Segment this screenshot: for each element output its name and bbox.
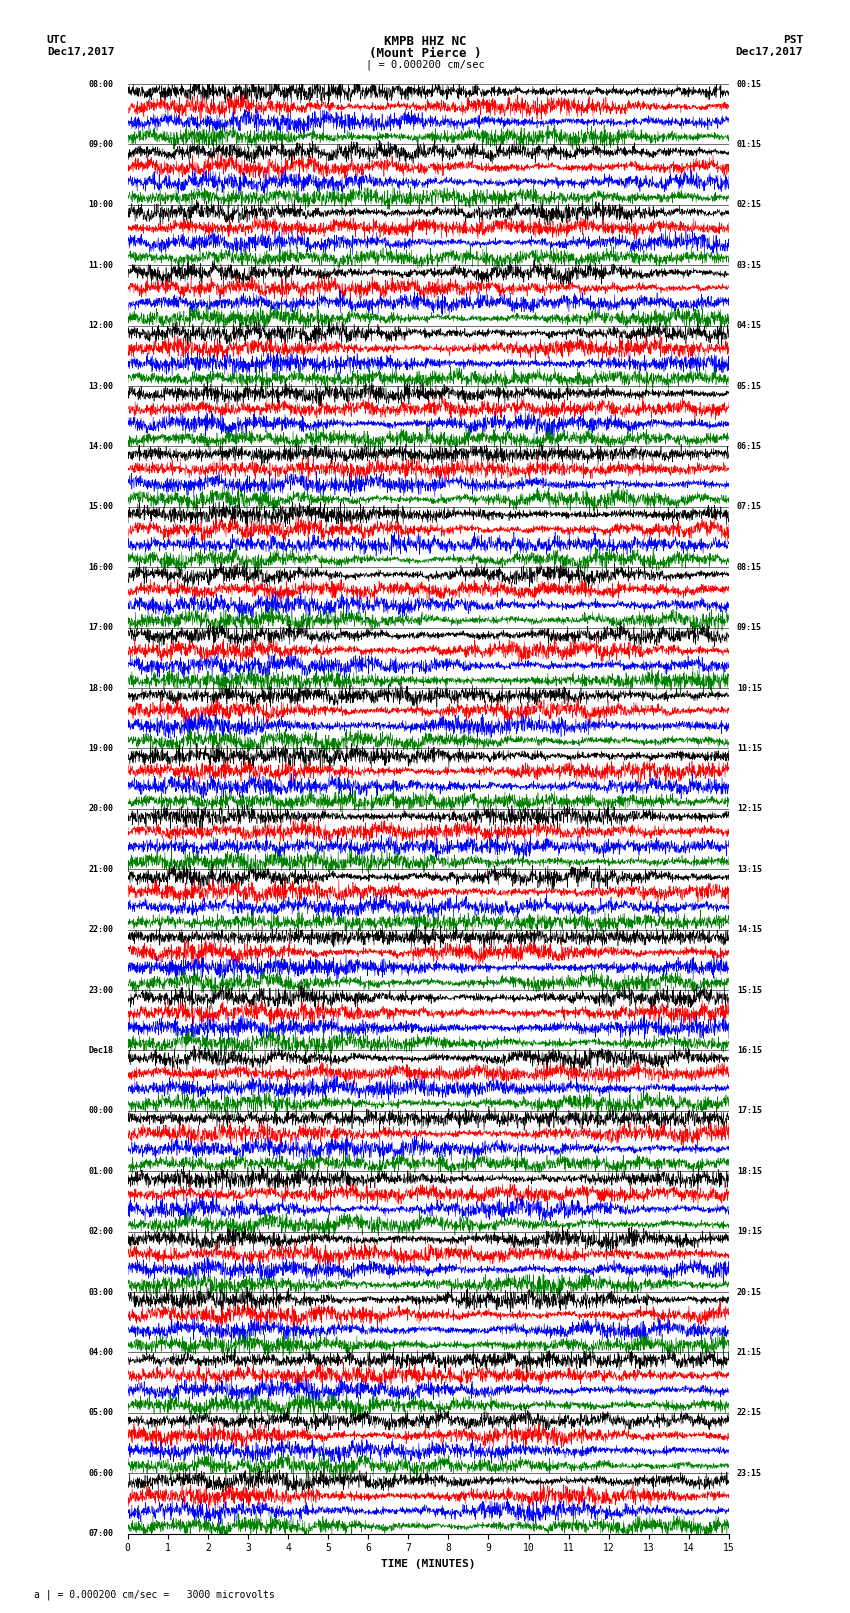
Text: 08:00: 08:00 — [88, 79, 114, 89]
Text: PST: PST — [783, 35, 803, 45]
Text: 20:00: 20:00 — [88, 805, 114, 813]
Text: 06:00: 06:00 — [88, 1469, 114, 1478]
Text: UTC: UTC — [47, 35, 67, 45]
Text: 11:15: 11:15 — [737, 744, 762, 753]
Text: (Mount Pierce ): (Mount Pierce ) — [369, 47, 481, 60]
Text: 03:15: 03:15 — [737, 261, 762, 269]
Text: 10:15: 10:15 — [737, 684, 762, 692]
Text: 21:00: 21:00 — [88, 865, 114, 874]
Text: 12:00: 12:00 — [88, 321, 114, 331]
Text: 18:00: 18:00 — [88, 684, 114, 692]
Text: 22:15: 22:15 — [737, 1408, 762, 1418]
Text: KMPB HHZ NC: KMPB HHZ NC — [383, 35, 467, 48]
Text: | = 0.000200 cm/sec: | = 0.000200 cm/sec — [366, 60, 484, 71]
Text: 23:15: 23:15 — [737, 1469, 762, 1478]
Text: 12:15: 12:15 — [737, 805, 762, 813]
Text: 16:15: 16:15 — [737, 1045, 762, 1055]
Text: 13:00: 13:00 — [88, 382, 114, 390]
Text: 15:00: 15:00 — [88, 502, 114, 511]
Text: 09:15: 09:15 — [737, 623, 762, 632]
Text: 20:15: 20:15 — [737, 1287, 762, 1297]
Text: 08:15: 08:15 — [737, 563, 762, 571]
Text: 22:00: 22:00 — [88, 926, 114, 934]
Text: 18:15: 18:15 — [737, 1166, 762, 1176]
Text: 10:00: 10:00 — [88, 200, 114, 210]
Text: 16:00: 16:00 — [88, 563, 114, 571]
Text: 17:00: 17:00 — [88, 623, 114, 632]
Text: 23:00: 23:00 — [88, 986, 114, 995]
X-axis label: TIME (MINUTES): TIME (MINUTES) — [381, 1560, 475, 1569]
Text: 04:15: 04:15 — [737, 321, 762, 331]
Text: 00:15: 00:15 — [737, 79, 762, 89]
Text: 02:00: 02:00 — [88, 1227, 114, 1236]
Text: 06:15: 06:15 — [737, 442, 762, 452]
Text: 05:00: 05:00 — [88, 1408, 114, 1418]
Text: 07:15: 07:15 — [737, 502, 762, 511]
Text: 04:00: 04:00 — [88, 1348, 114, 1357]
Text: 17:15: 17:15 — [737, 1107, 762, 1115]
Text: 09:00: 09:00 — [88, 140, 114, 148]
Text: 21:15: 21:15 — [737, 1348, 762, 1357]
Text: 07:00: 07:00 — [88, 1529, 114, 1539]
Text: 14:15: 14:15 — [737, 926, 762, 934]
Text: a | = 0.000200 cm/sec =   3000 microvolts: a | = 0.000200 cm/sec = 3000 microvolts — [34, 1589, 275, 1600]
Text: 15:15: 15:15 — [737, 986, 762, 995]
Text: 01:15: 01:15 — [737, 140, 762, 148]
Text: Dec17,2017: Dec17,2017 — [736, 47, 803, 56]
Text: 19:00: 19:00 — [88, 744, 114, 753]
Text: 14:00: 14:00 — [88, 442, 114, 452]
Text: 01:00: 01:00 — [88, 1166, 114, 1176]
Text: Dec17,2017: Dec17,2017 — [47, 47, 114, 56]
Text: 19:15: 19:15 — [737, 1227, 762, 1236]
Text: 03:00: 03:00 — [88, 1287, 114, 1297]
Text: Dec18: Dec18 — [88, 1045, 114, 1055]
Text: 05:15: 05:15 — [737, 382, 762, 390]
Text: 13:15: 13:15 — [737, 865, 762, 874]
Text: 00:00: 00:00 — [88, 1107, 114, 1115]
Text: 02:15: 02:15 — [737, 200, 762, 210]
Text: 11:00: 11:00 — [88, 261, 114, 269]
